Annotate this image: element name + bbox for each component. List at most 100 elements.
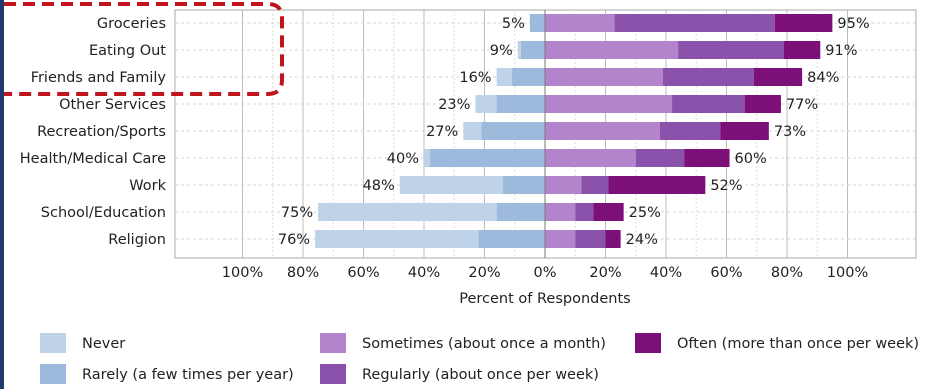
left-edge-strip: [0, 0, 4, 389]
right-total-label: 24%: [626, 232, 658, 248]
bar-segment: [575, 230, 606, 248]
legend-label: Rarely (a few times per year): [82, 367, 294, 383]
bar-segment: [463, 122, 482, 140]
bar-segment: [581, 176, 609, 194]
legend-swatch: [40, 333, 66, 353]
x-tick-label: 80%: [287, 265, 319, 281]
legend-swatch: [635, 333, 661, 353]
bar-segment: [502, 176, 545, 194]
x-tick-label: 0%: [533, 265, 556, 281]
bar-segment: [662, 68, 754, 86]
legend-swatch: [320, 364, 346, 384]
right-total-label: 91%: [825, 43, 857, 59]
bar-segment: [545, 68, 663, 86]
right-total-label: 73%: [774, 124, 806, 140]
bar-segment: [744, 95, 781, 113]
bar-segment: [774, 14, 833, 32]
bar-segment: [318, 203, 497, 221]
left-total-label: 27%: [426, 124, 458, 140]
bar-segment: [659, 122, 721, 140]
bar-segment: [481, 122, 545, 140]
bar-segment: [678, 41, 784, 59]
bar-segment: [753, 68, 803, 86]
x-tick-label: 80%: [771, 265, 803, 281]
bar-segment: [614, 14, 775, 32]
legend-label: Never: [82, 336, 125, 352]
bar-segment: [478, 230, 545, 248]
x-tick-label: 60%: [347, 265, 379, 281]
category-label: Recreation/Sports: [37, 124, 166, 140]
right-total-label: 52%: [710, 178, 742, 194]
right-total-label: 84%: [807, 70, 839, 86]
legend-swatch: [40, 364, 66, 384]
bar-segment: [430, 149, 545, 167]
bar-segment: [545, 41, 679, 59]
bar-segment: [608, 176, 706, 194]
bar-segment: [720, 122, 769, 140]
legend-label: Regularly (about once per week): [362, 367, 599, 383]
x-axis-ticks: 100% 80% 60% 40% 20% 0% 20% 40% 60% 80% 100%: [222, 265, 868, 281]
category-label: Health/Medical Care: [20, 151, 166, 167]
x-tick-label: 100%: [222, 265, 263, 281]
bars-layer: [315, 10, 833, 258]
category-label: Eating Out: [89, 43, 166, 59]
labels-layer: Groceries 5% 95% Eating Out 9% 91% Friends and…: [20, 16, 870, 248]
left-total-label: 75%: [281, 205, 313, 221]
x-axis-title: Percent of Respondents: [459, 291, 630, 307]
left-total-label: 76%: [278, 232, 310, 248]
bar-segment: [496, 68, 512, 86]
x-tick-label: 40%: [408, 265, 440, 281]
highlight-box: [4, 2, 284, 96]
x-tick-label: 20%: [589, 265, 621, 281]
category-label: Friends and Family: [31, 70, 167, 86]
bar-segment: [475, 95, 497, 113]
left-total-label: 16%: [459, 70, 491, 86]
category-label: School/Education: [41, 205, 166, 221]
bar-segment: [684, 149, 730, 167]
left-total-label: 48%: [363, 178, 395, 194]
bar-segment: [529, 14, 545, 32]
bar-segment: [545, 203, 576, 221]
bar-segment: [517, 41, 521, 59]
x-tick-label: 40%: [650, 265, 682, 281]
bar-segment: [315, 230, 479, 248]
legend: Never Rarely (a few times per year) Someti…: [40, 333, 919, 384]
bar-segment: [605, 230, 621, 248]
bar-segment: [496, 95, 545, 113]
x-tick-label: 20%: [468, 265, 500, 281]
bar-segment: [672, 95, 745, 113]
bar-segment: [511, 68, 545, 86]
bar-segment: [783, 41, 821, 59]
bar-segment: [520, 41, 545, 59]
bar-segment: [545, 176, 582, 194]
bar-segment: [545, 230, 576, 248]
right-total-label: 60%: [735, 151, 767, 167]
left-total-label: 23%: [438, 97, 470, 113]
left-total-label: 5%: [502, 16, 525, 32]
category-label: Religion: [108, 232, 166, 248]
bar-segment: [593, 203, 624, 221]
right-total-label: 25%: [629, 205, 661, 221]
legend-label: Sometimes (about once a month): [362, 336, 606, 352]
bar-segment: [545, 149, 636, 167]
bar-segment: [545, 122, 660, 140]
x-tick-label: 100%: [827, 265, 868, 281]
right-total-label: 95%: [837, 16, 869, 32]
legend-swatch: [320, 333, 346, 353]
bar-segment: [545, 14, 615, 32]
bar-segment: [496, 203, 545, 221]
category-label: Other Services: [59, 97, 166, 113]
x-tick-label: 60%: [710, 265, 742, 281]
bar-segment: [575, 203, 594, 221]
bar-segment: [635, 149, 685, 167]
left-total-label: 9%: [490, 43, 513, 59]
bar-segment: [424, 149, 431, 167]
right-total-label: 77%: [786, 97, 818, 113]
category-label: Work: [129, 178, 166, 194]
category-label: Groceries: [97, 16, 166, 32]
left-total-label: 40%: [387, 151, 419, 167]
bar-segment: [545, 95, 673, 113]
highlight-box-layer: [4, 2, 284, 96]
bar-segment: [399, 176, 503, 194]
